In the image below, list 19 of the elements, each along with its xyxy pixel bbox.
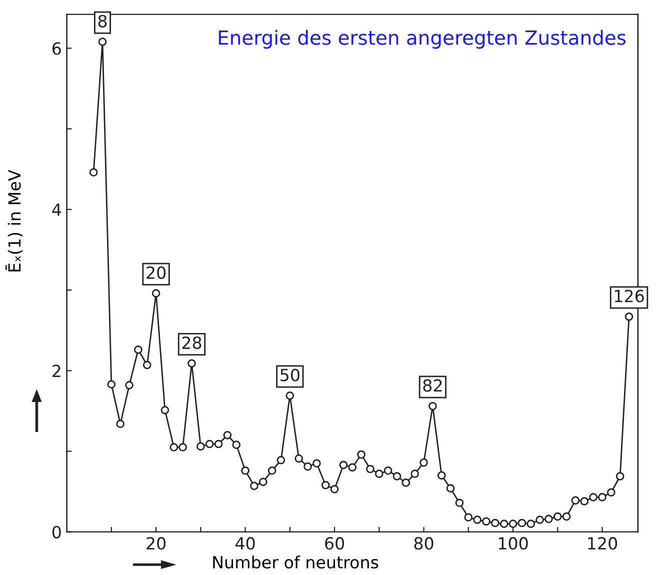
text: Energie des ersten angeregten Zustandes — [218, 30, 626, 49]
annotation: 28 — [182, 336, 202, 350]
x-tick-label: 80 — [414, 537, 434, 550]
x-tick-label: 120 — [588, 537, 618, 550]
y-tick-label: 6 — [52, 42, 61, 55]
y-tick-label: 2 — [52, 364, 60, 377]
x-tick-label: 100 — [498, 537, 528, 550]
annotation: 50 — [280, 368, 300, 382]
y-tick-label: 0 — [52, 526, 61, 538]
x-tick-label: 40 — [235, 537, 255, 550]
annotation: 126 — [614, 290, 644, 302]
annotation: 8 — [98, 14, 107, 28]
y-axis-title: Ēₓ(1) in MeV — [6, 170, 23, 272]
x-axis-title: Number of neutrons — [213, 556, 378, 569]
annotation: 82 — [423, 379, 442, 392]
x-tick-label: 20 — [146, 537, 166, 550]
x-tick-label: 60 — [325, 537, 344, 550]
y-tick-label: 4 — [52, 204, 62, 216]
annotation: 20 — [146, 266, 166, 279]
